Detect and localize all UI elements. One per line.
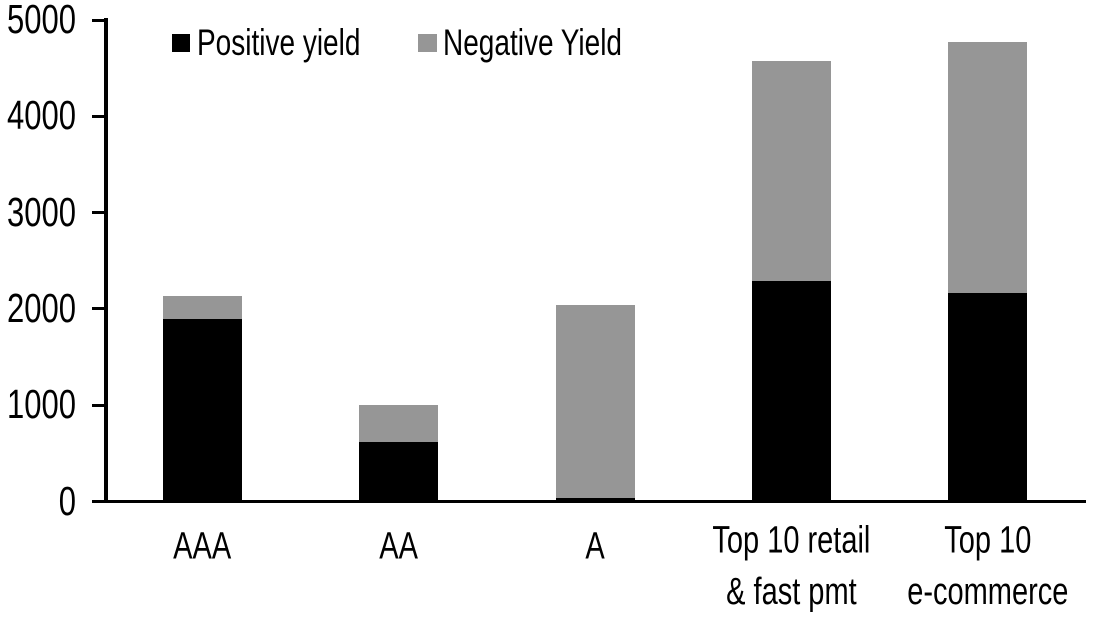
bar-segment-negative-yield-a [555,305,635,498]
legend-label-positive-yield: Positive yield [197,21,361,63]
x-tick-label-top-10-e-commerce: Top 10 e-commerce [907,519,1069,614]
x-tick-label-top-10-retail-fast-pmt: Top 10 retail & fast pmt [712,519,871,614]
legend-swatch-negative-yield [418,34,437,52]
y-axis-line [104,18,108,503]
bar-segment-negative-yield-top-10-retail-fast-pmt [751,61,831,281]
bar-segment-negative-yield-aaa [162,296,242,320]
x-tick-label-aa: AA [379,525,418,568]
bar-segment-positive-yield-top-10-e-commerce [948,293,1028,502]
legend-swatch-positive-yield [172,34,190,52]
bar-segment-positive-yield-aa [359,441,439,502]
x-axis-line [92,500,1086,503]
bar-segment-positive-yield-a [555,497,635,502]
x-tick-label-a: A [585,525,605,568]
y-tick-label-4000: 4000 [7,92,76,139]
y-tick-label-1000: 1000 [7,381,76,428]
bar-segment-negative-yield-aa [359,405,439,442]
y-tick-label-0: 0 [58,477,76,524]
bar-segment-negative-yield-top-10-e-commerce [948,42,1028,294]
y-tick-label-2000: 2000 [7,285,76,332]
y-tick-mark-4000 [92,114,106,118]
y-tick-mark-3000 [92,211,106,215]
legend-label-negative-yield: Negative Yield [443,21,623,63]
y-tick-label-5000: 5000 [7,0,76,43]
x-tick-label-aaa: AAA [173,525,232,568]
y-tick-mark-1000 [92,403,106,407]
y-tick-mark-5000 [92,18,106,22]
y-tick-mark-2000 [92,307,106,311]
y-tick-label-3000: 3000 [7,188,76,236]
bar-segment-positive-yield-top-10-retail-fast-pmt [751,280,831,502]
bar-segment-positive-yield-aaa [162,319,242,502]
